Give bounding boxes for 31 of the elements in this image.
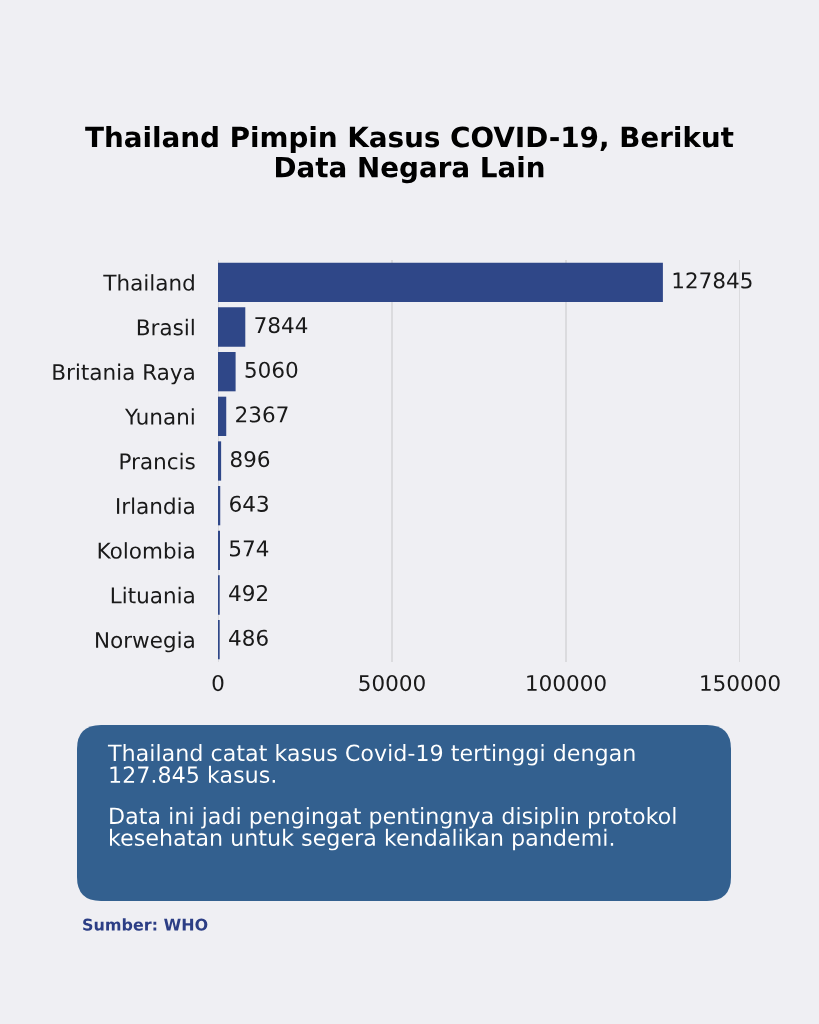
x-tick-label: 50000: [359, 674, 425, 692]
text: Thailand catat kasus Covid-19 tertinggi dengan 127.845 kasus.: [107, 744, 635, 784]
bar: [218, 352, 236, 392]
data-label: 492: [229, 584, 267, 602]
bar: [218, 262, 663, 302]
data-label: 486: [229, 629, 268, 646]
bar: [218, 441, 222, 481]
x-tick-label: 0: [212, 674, 224, 692]
y-tick-label: Brasil: [137, 318, 194, 336]
data-label: 896: [230, 450, 270, 468]
text: Data ini jadi pengingat pentingnya disiplin protokol kesehatan untuk segera kendalikan pandemi.: [110, 807, 676, 851]
chart-title: Thailand Pimpin Kasus COVID-19, Berikut Data Negara Lain: [85, 126, 734, 184]
bar: [218, 396, 227, 436]
data-label: 643: [230, 495, 268, 512]
y-tick-label: Lituania: [111, 586, 194, 604]
y-tick-label: Norwegia: [96, 631, 194, 653]
y-tick-label: Britania Raya: [53, 363, 194, 385]
data-label: 127845: [673, 272, 752, 289]
x-tick-label: 150000: [701, 674, 780, 692]
y-tick-label: Prancis: [120, 452, 195, 470]
y-tick-label: Thailand: [103, 274, 194, 291]
text: Sumber: WHO: [83, 918, 208, 931]
y-tick-label: Yunani: [124, 408, 194, 425]
data-label: 5060: [245, 361, 298, 378]
data-label: 7844: [255, 316, 308, 334]
data-label: 2367: [236, 406, 288, 423]
bar: [218, 307, 246, 347]
x-tick-label: 100000: [527, 674, 606, 692]
y-tick-label: Kolombia: [98, 542, 194, 559]
data-label: 574: [229, 540, 269, 557]
y-tick-label: Irlandia: [117, 497, 194, 515]
